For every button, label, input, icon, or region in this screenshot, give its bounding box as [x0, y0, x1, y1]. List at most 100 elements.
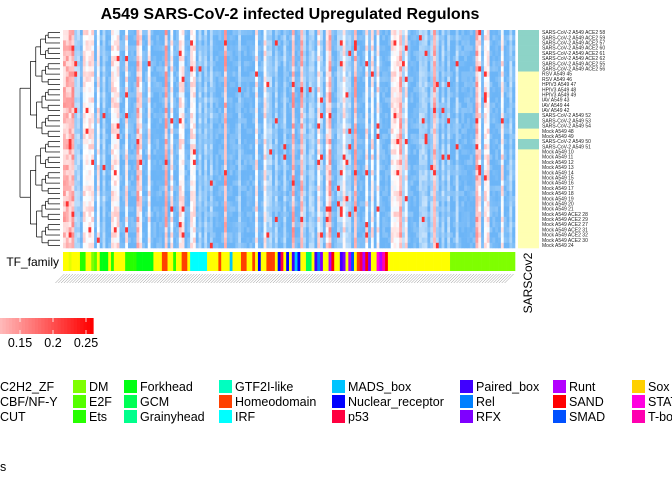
heatmap-cell	[424, 118, 428, 124]
heatmap-cell	[376, 139, 380, 145]
heatmap-cell	[88, 175, 92, 181]
heatmap-cell	[198, 149, 202, 155]
heatmap-cell	[413, 102, 417, 109]
heatmap-cell	[317, 30, 321, 36]
heatmap-cell	[455, 133, 459, 140]
heatmap-cell	[226, 118, 230, 124]
heatmap-cell	[257, 175, 262, 181]
heatmap-cell	[337, 128, 341, 135]
heatmap-cell	[348, 144, 352, 150]
heatmap-cell	[492, 128, 496, 135]
heatmap-cell	[382, 76, 386, 83]
heatmap-cell	[167, 81, 171, 88]
heatmap-cell	[218, 66, 222, 72]
heatmap-cell	[71, 87, 75, 93]
heatmap-cell	[286, 55, 290, 62]
heatmap-cell	[345, 61, 349, 67]
heatmap-cell	[404, 123, 408, 129]
heatmap-cell	[184, 97, 188, 103]
heatmap-cell	[506, 133, 510, 140]
heatmap-cell	[167, 139, 171, 145]
heatmap-cell	[427, 61, 431, 67]
heatmap-cell	[235, 97, 239, 103]
heatmap-cell	[102, 81, 106, 88]
heatmap-cell	[365, 170, 369, 176]
heatmap-cell	[181, 61, 185, 67]
heatmap-cell	[159, 87, 163, 93]
heatmap-cell	[503, 66, 507, 72]
heatmap-cell	[481, 123, 485, 129]
heatmap-cell	[77, 30, 81, 36]
heatmap-cell	[291, 149, 295, 155]
heatmap-cell	[116, 128, 120, 135]
heatmap-cell	[176, 76, 180, 83]
heatmap-cell	[71, 113, 75, 119]
heatmap-cell	[122, 87, 126, 93]
heatmap-cell	[421, 61, 425, 67]
heatmap-cell	[447, 123, 451, 129]
heatmap-cell	[96, 81, 101, 88]
heatmap-cell	[328, 139, 332, 145]
heatmap-cell	[240, 164, 245, 171]
heatmap-cell	[334, 35, 338, 41]
heatmap-cell	[130, 71, 134, 78]
heatmap-cell	[147, 159, 151, 166]
heatmap-cell	[164, 133, 168, 140]
heatmap-cell	[402, 159, 406, 166]
heatmap-cell	[266, 45, 270, 52]
heatmap-cell	[204, 144, 208, 150]
heatmap-cell	[478, 133, 482, 140]
heatmap-cell	[430, 154, 434, 161]
heatmap-cell	[63, 113, 67, 119]
heatmap-cell	[272, 154, 276, 161]
heatmap-cell	[362, 92, 366, 98]
heatmap-cell	[314, 149, 318, 155]
heatmap-cell	[303, 55, 307, 62]
heatmap-cell	[71, 97, 75, 103]
heatmap-cell	[215, 30, 219, 36]
heatmap-cell	[153, 164, 157, 171]
heatmap-cell	[249, 45, 253, 52]
heatmap-cell	[99, 45, 103, 52]
heatmap-cell	[218, 55, 222, 62]
heatmap-cell	[314, 164, 318, 171]
heatmap-cell	[478, 159, 482, 166]
heatmap-cell	[63, 118, 67, 124]
heatmap-cell	[466, 128, 471, 135]
heatmap-cell	[190, 144, 194, 150]
heatmap-cell	[283, 164, 287, 171]
heatmap-cell	[77, 35, 81, 41]
heatmap-cell	[167, 61, 171, 67]
heatmap-cell	[337, 107, 341, 114]
heatmap-cell	[294, 97, 298, 103]
heatmap-cell	[402, 180, 406, 187]
heatmap-cell	[144, 128, 149, 135]
heatmap-cell	[147, 113, 151, 119]
heatmap-cell	[486, 87, 490, 93]
heatmap-cell	[447, 144, 451, 150]
heatmap-cell	[390, 50, 394, 57]
heatmap-cell	[82, 55, 86, 62]
heatmap-cell	[373, 180, 377, 187]
heatmap-cell	[82, 133, 86, 140]
heatmap-cell	[257, 76, 262, 83]
heatmap-cell	[379, 139, 383, 145]
heatmap-cell	[71, 35, 75, 41]
heatmap-cell	[240, 30, 245, 36]
heatmap-cell	[368, 175, 372, 181]
heatmap-cell	[475, 81, 479, 88]
heatmap-cell	[82, 159, 86, 166]
heatmap-cell	[373, 76, 377, 83]
heatmap-cell	[294, 87, 298, 93]
heatmap-cell	[173, 118, 177, 124]
heatmap-cell	[125, 107, 129, 114]
heatmap-cell	[235, 35, 239, 41]
heatmap-cell	[195, 164, 199, 171]
heatmap-cell	[444, 97, 448, 103]
heatmap-cell	[322, 71, 327, 78]
heatmap-cell	[308, 107, 312, 114]
heatmap-cell	[272, 76, 276, 83]
heatmap-cell	[351, 97, 355, 103]
heatmap-cell	[198, 180, 202, 187]
heatmap-cell	[266, 71, 270, 78]
